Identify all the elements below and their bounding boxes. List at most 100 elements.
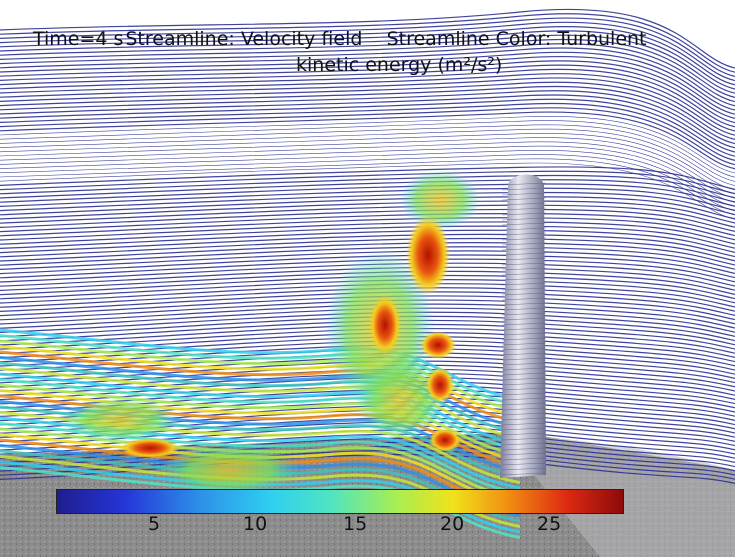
streamline xyxy=(0,107,735,166)
high-energy-blob xyxy=(429,428,461,452)
pillar-streamline xyxy=(501,252,547,256)
streamline xyxy=(0,81,735,140)
streamline xyxy=(0,51,735,111)
streamline xyxy=(0,116,735,174)
pillar-streamline xyxy=(501,187,547,191)
streamline xyxy=(0,315,735,342)
streamline xyxy=(0,295,735,321)
streamline-turbulent xyxy=(0,345,521,418)
colorbar-tick: 10 xyxy=(243,513,268,535)
streamline xyxy=(0,47,735,107)
streamline xyxy=(0,43,735,103)
pillar-streamline xyxy=(501,297,547,301)
turbulence-blob xyxy=(60,398,180,442)
streamline xyxy=(0,303,735,329)
streamline xyxy=(0,299,735,325)
streamline xyxy=(0,319,735,346)
pillar-streamline xyxy=(501,357,547,361)
pillar-streamline xyxy=(501,447,547,451)
pillar-streamline xyxy=(501,277,547,281)
pillar-streamline xyxy=(501,322,547,326)
streamline xyxy=(0,344,735,371)
pillar-streamline xyxy=(501,362,547,366)
streamline xyxy=(0,60,735,119)
streamline xyxy=(0,283,735,308)
streamline-turbulent xyxy=(0,433,521,506)
streamline xyxy=(0,311,735,337)
pillar-streamline xyxy=(501,387,547,391)
pillar-streamline xyxy=(501,262,547,266)
title-time: Time=4 s xyxy=(33,28,124,50)
streamline xyxy=(0,356,735,384)
pillar-streamline xyxy=(501,347,547,351)
title-color: Streamline Color: Turbulent xyxy=(386,28,647,50)
pillar-streamline xyxy=(501,392,547,396)
turbulence-blob xyxy=(160,445,300,495)
streamline xyxy=(0,8,735,69)
streamline xyxy=(0,233,735,258)
plot-title-line-2: kinetic energy (m²/s²) xyxy=(296,54,503,76)
streamline xyxy=(0,13,735,73)
pillar-streamline xyxy=(501,237,547,241)
pillar-streamline xyxy=(501,442,547,446)
streamline xyxy=(0,90,735,149)
streamline xyxy=(0,166,735,190)
turbulence-region xyxy=(60,170,480,495)
streamline xyxy=(0,26,735,86)
streamline xyxy=(0,154,735,212)
streamline xyxy=(0,360,735,388)
pillar-streamline xyxy=(501,472,547,476)
pillar-streamline xyxy=(501,412,547,416)
streamline-turbulent xyxy=(0,438,521,512)
pillar-streamline xyxy=(501,342,547,346)
high-energy-blob xyxy=(406,215,450,295)
streamline xyxy=(0,323,735,350)
streamline xyxy=(0,77,735,136)
streamline xyxy=(0,38,735,98)
pillar-streamline xyxy=(501,422,547,426)
pillar-streamline xyxy=(501,312,547,316)
pillar-streamline xyxy=(501,402,547,406)
streamline xyxy=(0,34,735,94)
pillar-streamline xyxy=(501,467,547,471)
pillar-body xyxy=(500,174,546,478)
streamline xyxy=(0,98,735,157)
streamline xyxy=(0,372,735,400)
pillar-streamline xyxy=(501,407,547,411)
streamline xyxy=(0,291,735,316)
streamline-turbulent xyxy=(0,466,521,539)
streamline xyxy=(0,327,735,354)
pillar-streamline xyxy=(501,267,547,271)
colorbar-tick: 15 xyxy=(343,513,368,535)
streamline xyxy=(0,30,735,90)
high-energy-blob xyxy=(120,438,180,458)
pillar-streamline xyxy=(501,337,547,341)
plot-title-line-1: Time=4 s Streamline: Velocity field Stre… xyxy=(33,28,647,50)
streamline xyxy=(0,262,735,287)
pillar-streamline xyxy=(501,452,547,456)
turbulence-blob xyxy=(355,360,445,440)
high-energy-blob xyxy=(426,367,454,403)
streamline xyxy=(0,229,735,253)
streamline xyxy=(0,270,735,295)
turbulence-blob xyxy=(400,170,480,230)
colorbar-tick: 20 xyxy=(440,513,465,535)
colorbar-tick: 5 xyxy=(148,513,161,535)
pillar-streamline xyxy=(501,257,547,261)
pillar-streamline xyxy=(501,227,547,231)
streamline xyxy=(0,258,735,283)
streamline xyxy=(0,340,735,367)
streamline xyxy=(0,85,735,145)
streamline xyxy=(0,73,735,132)
streamline-turbulent xyxy=(0,378,521,451)
streamline xyxy=(0,21,735,82)
streamline xyxy=(0,56,735,115)
pillar-streamline xyxy=(501,327,547,331)
streamline-turbulent xyxy=(0,367,521,440)
pillar-streamline xyxy=(501,332,547,336)
streamline xyxy=(0,307,735,333)
streamline-turbulent xyxy=(0,350,521,424)
streamline xyxy=(0,274,735,300)
